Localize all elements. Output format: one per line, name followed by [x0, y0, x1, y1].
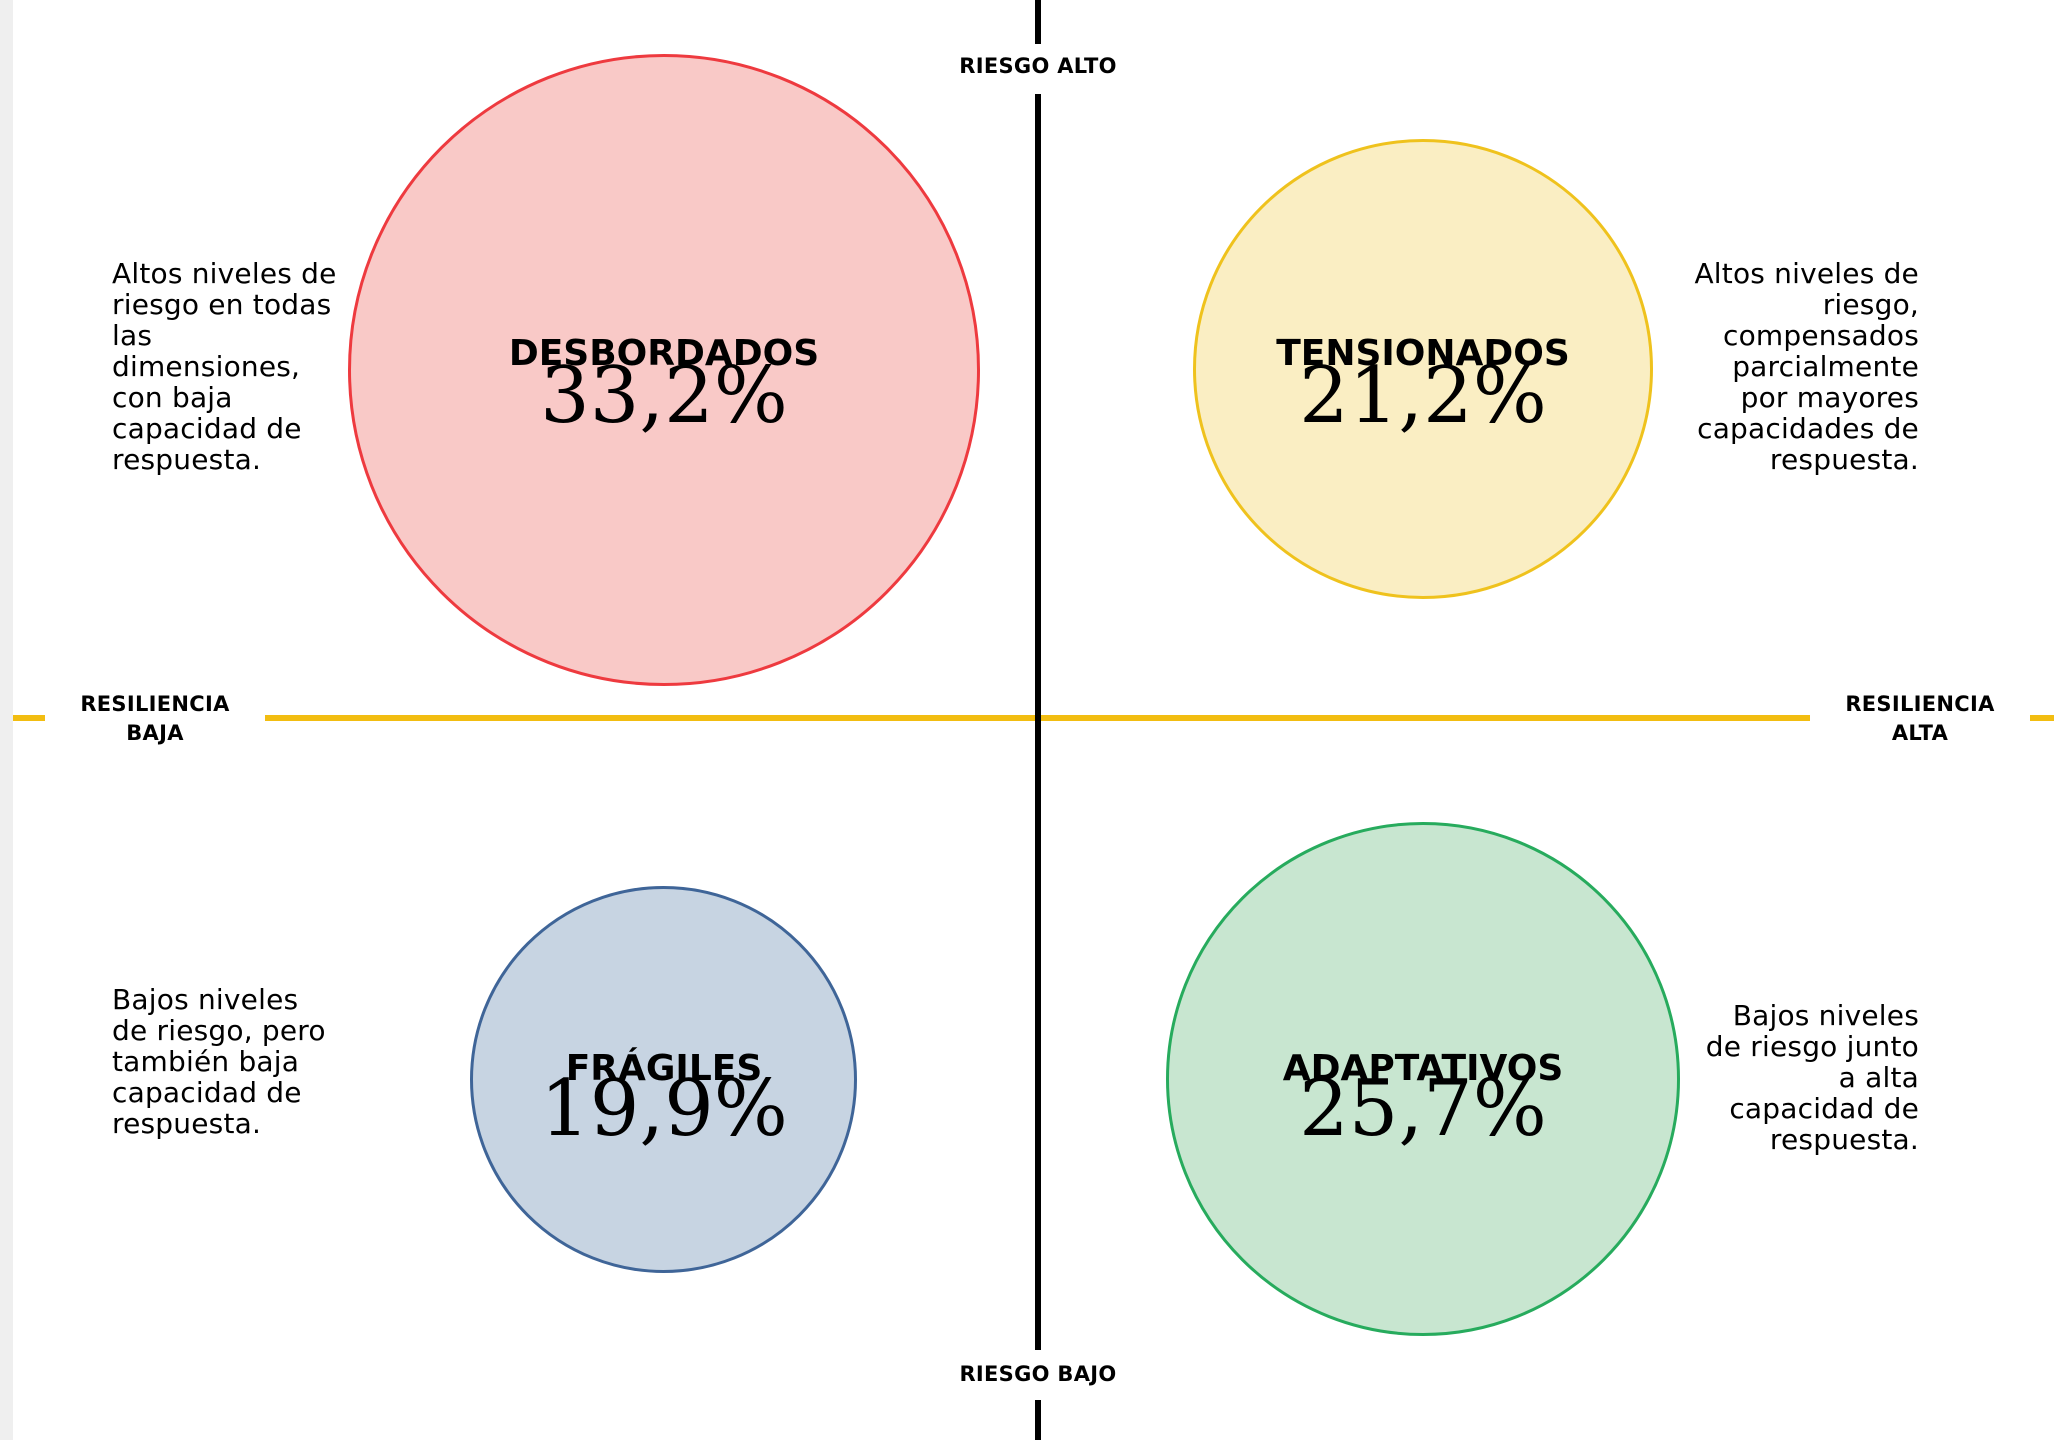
- circle-adaptativos-name: ADAPTATIVOS: [1282, 1048, 1564, 1089]
- description-adaptativos: Bajos niveles de riesgo junto a alta cap…: [1705, 999, 1919, 1156]
- axis-label-riesgo-bajo-text: RIESGO BAJO: [959, 1362, 1117, 1386]
- circle-adaptativos: [1166, 822, 1680, 1336]
- axis-label-riesgo-alto-text: RIESGO ALTO: [959, 54, 1117, 78]
- circle-adaptativos-value: 25,7%: [1299, 1064, 1547, 1154]
- description-desbordados: Altos niveles de riesgo en todas las dim…: [112, 257, 337, 476]
- circle-fragiles-name: FRÁGILES: [565, 1048, 763, 1089]
- circle-tensionados-value: 21,2%: [1299, 351, 1547, 441]
- circle-desbordados-name: DESBORDADOS: [508, 333, 820, 374]
- circle-tensionados-name: TENSIONADOS: [1276, 333, 1570, 374]
- axis-label-riesgo-alto: RIESGO ALTO: [938, 44, 1138, 94]
- description-tensionados: Altos niveles de riesgo, compensados par…: [1694, 257, 1919, 476]
- axis-label-resiliencia-alta-line2: ALTA: [1891, 721, 1949, 745]
- description-fragiles: Bajos niveles de riesgo, pero también ba…: [112, 983, 326, 1140]
- axis-label-resiliencia-baja-line2: BAJA: [126, 721, 184, 745]
- circle-desbordados: [348, 54, 980, 686]
- axis-label-resiliencia-baja: RESILIENCIA BAJA: [45, 690, 265, 750]
- circle-fragiles-value: 19,9%: [540, 1064, 788, 1154]
- circle-fragiles: [470, 886, 857, 1273]
- circle-desbordados-value: 33,2%: [540, 351, 788, 441]
- circle-tensionados: [1193, 139, 1653, 599]
- axis-label-resiliencia-baja-line1: RESILIENCIA: [80, 692, 230, 716]
- left-margin-strip: [0, 0, 13, 1440]
- axis-label-resiliencia-alta-line1: RESILIENCIA: [1845, 692, 1995, 716]
- axis-label-resiliencia-alta: RESILIENCIA ALTA: [1810, 690, 2030, 750]
- axis-label-riesgo-bajo: RIESGO BAJO: [938, 1350, 1138, 1400]
